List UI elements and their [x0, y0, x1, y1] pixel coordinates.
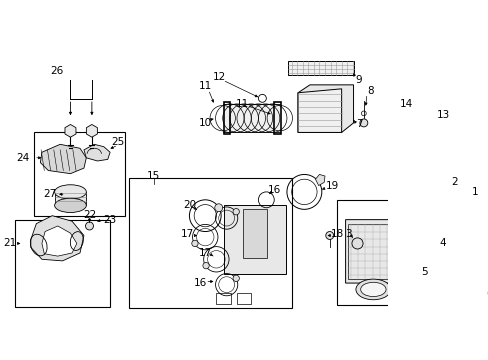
Ellipse shape — [355, 279, 390, 300]
Polygon shape — [403, 267, 420, 279]
Text: 27: 27 — [43, 189, 57, 199]
Text: 10: 10 — [198, 118, 211, 128]
Bar — [243, 208, 266, 258]
Polygon shape — [315, 175, 325, 185]
Text: 24: 24 — [16, 153, 29, 163]
Text: 6: 6 — [485, 289, 488, 299]
Bar — [434, 86, 472, 117]
Text: 9: 9 — [355, 75, 362, 85]
Polygon shape — [31, 216, 84, 261]
Bar — [15, 220, 110, 307]
Circle shape — [442, 95, 454, 108]
Bar — [347, 224, 433, 279]
Text: 23: 23 — [103, 215, 117, 225]
Bar — [216, 293, 230, 304]
Text: 21: 21 — [3, 238, 17, 248]
Text: 20: 20 — [183, 201, 196, 210]
Circle shape — [214, 204, 222, 212]
Bar — [336, 200, 459, 305]
Text: 17: 17 — [198, 248, 211, 258]
Text: 8: 8 — [366, 86, 373, 96]
Text: 14: 14 — [399, 99, 412, 109]
Bar — [274, 102, 280, 134]
Polygon shape — [40, 144, 86, 174]
Circle shape — [359, 119, 367, 127]
Text: 16: 16 — [267, 185, 280, 194]
Text: 3: 3 — [344, 229, 350, 239]
Text: 4: 4 — [439, 238, 446, 248]
Ellipse shape — [360, 282, 385, 297]
Circle shape — [429, 245, 439, 255]
Ellipse shape — [55, 198, 86, 212]
Circle shape — [85, 222, 93, 230]
Text: 17: 17 — [180, 229, 193, 239]
Circle shape — [233, 208, 239, 215]
Text: 5: 5 — [420, 267, 427, 277]
Polygon shape — [222, 104, 279, 132]
Circle shape — [351, 238, 362, 249]
Bar — [55, 192, 86, 205]
Bar — [237, 293, 251, 304]
Text: 26: 26 — [50, 66, 63, 76]
Text: 18: 18 — [330, 229, 344, 239]
Circle shape — [325, 231, 333, 239]
Polygon shape — [84, 144, 110, 161]
Text: 22: 22 — [82, 210, 96, 220]
Polygon shape — [410, 97, 428, 110]
Polygon shape — [475, 286, 488, 305]
Text: 7: 7 — [355, 120, 362, 130]
Text: 16: 16 — [193, 278, 207, 288]
Text: 1: 1 — [470, 187, 477, 197]
Text: 12: 12 — [212, 72, 225, 82]
Polygon shape — [42, 226, 77, 256]
Bar — [34, 132, 125, 216]
Circle shape — [191, 240, 198, 247]
Polygon shape — [224, 205, 285, 274]
Bar — [223, 102, 229, 134]
Text: 2: 2 — [450, 177, 457, 186]
Polygon shape — [65, 125, 76, 137]
Text: 15: 15 — [147, 171, 160, 181]
Text: 19: 19 — [325, 181, 338, 192]
Circle shape — [203, 262, 209, 269]
Text: 11: 11 — [198, 81, 211, 91]
Polygon shape — [345, 208, 448, 283]
Text: 13: 13 — [436, 110, 449, 120]
Text: 11: 11 — [235, 99, 249, 109]
Polygon shape — [444, 220, 460, 283]
Bar — [129, 177, 291, 309]
Circle shape — [233, 275, 239, 282]
Polygon shape — [287, 61, 353, 75]
Ellipse shape — [55, 185, 86, 199]
Polygon shape — [297, 85, 353, 132]
Text: 25: 25 — [111, 137, 124, 147]
Polygon shape — [86, 125, 97, 137]
Polygon shape — [297, 89, 341, 132]
